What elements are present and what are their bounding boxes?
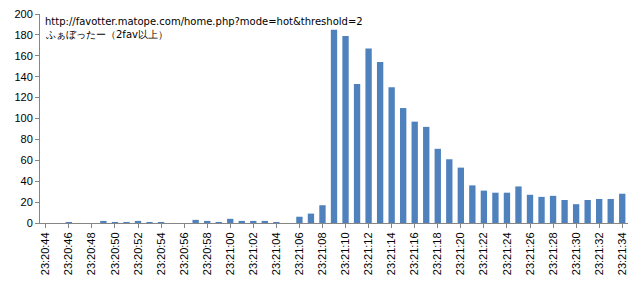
svg-text:23:21:12: 23:21:12 xyxy=(362,232,374,275)
svg-text:23:20:46: 23:20:46 xyxy=(62,232,74,275)
svg-text:23:21:00: 23:21:00 xyxy=(224,232,236,275)
svg-text:23:21:28: 23:21:28 xyxy=(547,232,559,275)
svg-text:23:21:06: 23:21:06 xyxy=(293,232,305,275)
svg-text:23:21:32: 23:21:32 xyxy=(593,232,605,275)
svg-text:23:21:18: 23:21:18 xyxy=(431,232,443,275)
svg-text:23:20:44: 23:20:44 xyxy=(39,232,51,275)
svg-text:23:21:24: 23:21:24 xyxy=(501,232,513,275)
svg-text:23:20:52: 23:20:52 xyxy=(132,232,144,275)
svg-text:60: 60 xyxy=(21,154,33,166)
svg-text:23:20:56: 23:20:56 xyxy=(178,232,190,275)
svg-text:ふぁぼったー（2fav以上）: ふぁぼったー（2fav以上） xyxy=(45,29,168,40)
svg-text:23:20:54: 23:20:54 xyxy=(155,232,167,275)
svg-text:23:21:34: 23:21:34 xyxy=(616,232,628,275)
svg-text:23:20:58: 23:20:58 xyxy=(201,232,213,275)
svg-text:120: 120 xyxy=(14,91,32,103)
svg-text:160: 160 xyxy=(14,50,32,62)
svg-text:180: 180 xyxy=(14,29,32,41)
svg-text:23:21:02: 23:21:02 xyxy=(247,232,259,275)
svg-text:20: 20 xyxy=(21,196,33,208)
svg-text:23:21:30: 23:21:30 xyxy=(570,232,582,275)
svg-text:200: 200 xyxy=(14,8,32,20)
svg-text:23:20:50: 23:20:50 xyxy=(109,232,121,275)
svg-text:23:21:20: 23:21:20 xyxy=(454,232,466,275)
svg-text:0: 0 xyxy=(27,217,33,229)
svg-text:23:20:48: 23:20:48 xyxy=(85,232,97,275)
svg-text:23:21:26: 23:21:26 xyxy=(524,232,536,275)
svg-text:40: 40 xyxy=(21,175,33,187)
svg-text:http://favotter.matope.com/hom: http://favotter.matope.com/home.php?mode… xyxy=(45,16,363,27)
svg-text:23:21:22: 23:21:22 xyxy=(477,232,489,275)
svg-text:23:21:08: 23:21:08 xyxy=(316,232,328,275)
svg-text:140: 140 xyxy=(14,71,32,83)
svg-text:23:21:16: 23:21:16 xyxy=(408,232,420,275)
svg-text:80: 80 xyxy=(21,133,33,145)
svg-text:23:21:14: 23:21:14 xyxy=(385,232,397,275)
svg-text:23:21:10: 23:21:10 xyxy=(339,232,351,275)
svg-text:23:21:04: 23:21:04 xyxy=(270,232,282,275)
svg-text:100: 100 xyxy=(14,112,32,124)
